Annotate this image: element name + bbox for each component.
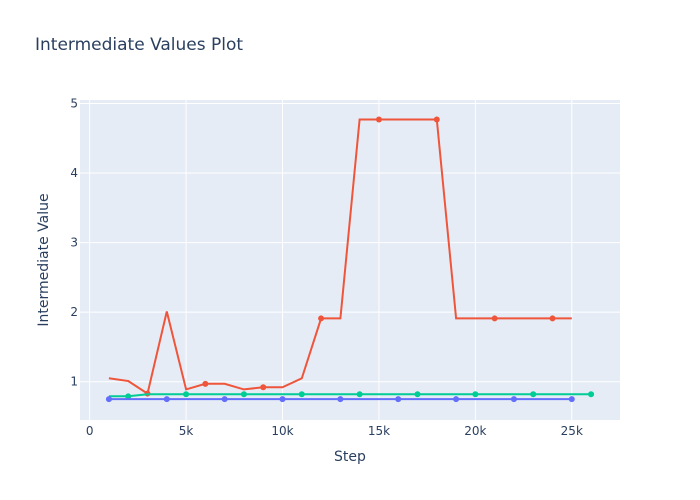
series-2-point	[588, 391, 595, 398]
plot-area	[80, 100, 620, 420]
series-2-point	[356, 391, 363, 398]
series-1-point	[433, 116, 440, 123]
series-1-point	[491, 315, 498, 322]
series-3-point	[337, 396, 344, 403]
series-2-point	[125, 393, 132, 400]
series-2-point	[183, 391, 190, 398]
grid-lines	[80, 100, 620, 420]
x-tick-label: 5k	[179, 424, 194, 438]
series-3	[105, 396, 575, 403]
series-3-point	[105, 396, 112, 403]
x-tick-label: 15k	[368, 424, 390, 438]
series-3-point	[568, 396, 575, 403]
x-axis-title: Step	[334, 449, 366, 465]
y-axis-title: Intermediate Value	[36, 193, 52, 326]
series-3-point	[279, 396, 286, 403]
y-tick-label: 4	[70, 166, 78, 180]
series-2-point	[414, 391, 421, 398]
series-3-point	[453, 396, 460, 403]
series-2-point	[472, 391, 479, 398]
series-3-point	[163, 396, 170, 403]
series-2	[108, 391, 595, 400]
series-1-point	[549, 315, 556, 322]
x-tick-label: 0	[86, 424, 94, 438]
x-tick-label: 10k	[271, 424, 293, 438]
series-2-point	[530, 391, 537, 398]
y-tick-label: 1	[70, 375, 78, 389]
series-2-point	[298, 391, 305, 398]
series-3-point	[395, 396, 402, 403]
series-1-point	[260, 384, 267, 391]
y-tick-label: 3	[70, 236, 78, 250]
series-3-point	[221, 396, 228, 403]
x-tick-labels: 0 5k 10k 15k 20k 25k	[86, 424, 583, 438]
series-2-line	[108, 393, 592, 398]
y-tick-labels: 1 2 3 4 5	[70, 96, 78, 388]
series-layer	[105, 116, 595, 403]
series-1-point	[375, 116, 382, 123]
series-1-point	[202, 380, 209, 387]
series-3-point	[510, 396, 517, 403]
series-1-point	[318, 315, 325, 322]
x-tick-label: 20k	[464, 424, 486, 438]
series-2-point	[240, 391, 247, 398]
y-tick-label: 2	[70, 305, 78, 319]
y-tick-label: 5	[70, 96, 78, 110]
chart-title: Intermediate Values Plot	[35, 35, 243, 55]
x-tick-label: 25k	[561, 424, 583, 438]
